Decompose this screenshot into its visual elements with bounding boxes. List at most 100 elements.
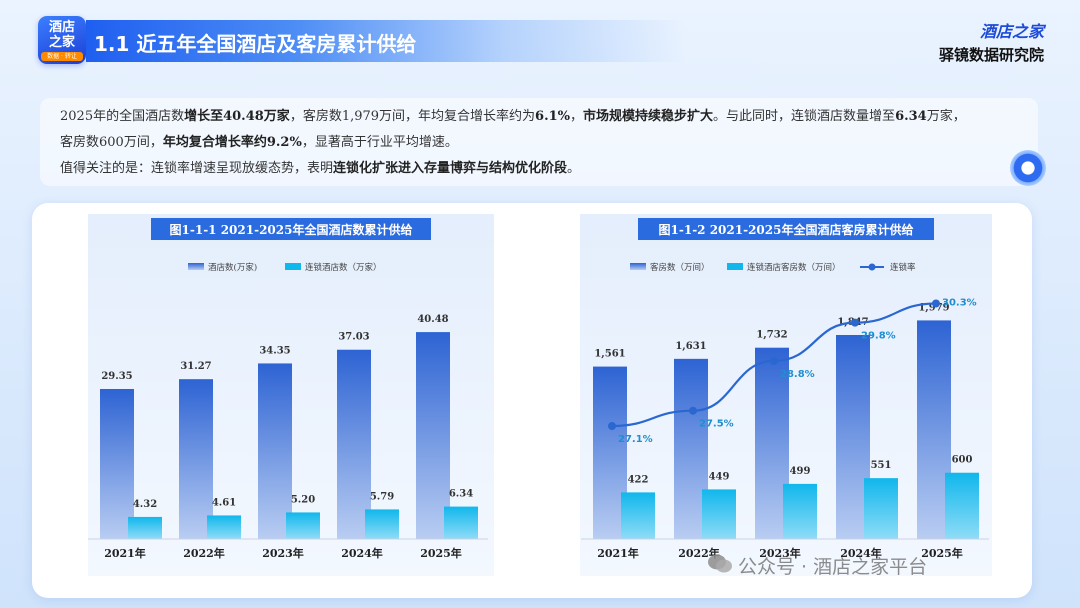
intro-p3a: 值得关注的是：连锁率增速呈现放缓态势，表明 bbox=[60, 161, 334, 176]
x-tick-label: 2024年 bbox=[341, 546, 383, 560]
intro-p1i: 万家， bbox=[926, 109, 966, 124]
bar-chain-label: 4.32 bbox=[133, 499, 157, 510]
intro-p3c: 。 bbox=[567, 161, 581, 176]
intro-line1: 2025年的全国酒店数增长至40.48万家，客房数1,979万间，年均复合增长率… bbox=[60, 104, 1018, 130]
bar-chain bbox=[444, 506, 478, 539]
legend-swatch bbox=[188, 263, 204, 270]
bar-total-label: 37.03 bbox=[338, 332, 369, 343]
brand-subtitle: 驿镜数据研究院 bbox=[938, 46, 1044, 64]
bar-total-label: 31.27 bbox=[180, 361, 211, 372]
intro-p1c: ，客房数1,979万间，年均复合增长率约为 bbox=[289, 109, 536, 124]
bar-chain bbox=[945, 472, 979, 539]
legend-swatch bbox=[727, 263, 743, 270]
intro-line3: 值得关注的是：连锁率增速呈现放缓态势，表明连锁化扩张进入存量博弈与结构优化阶段。 bbox=[60, 156, 1018, 182]
legend-label: 连锁酒店数（万家） bbox=[305, 262, 382, 273]
x-tick-label: 2025年 bbox=[420, 546, 462, 560]
bar-chain bbox=[702, 489, 736, 539]
logo: 酒店 之家 数据 · 转让 bbox=[38, 16, 86, 64]
intro-p1e: ， bbox=[570, 109, 584, 124]
bar-chain bbox=[864, 478, 898, 539]
legend-label: 连锁率 bbox=[890, 262, 916, 273]
bar-chain-label: 5.20 bbox=[291, 494, 315, 505]
x-tick-label: 2021年 bbox=[597, 546, 639, 560]
bar-chain bbox=[783, 483, 817, 539]
rate-point bbox=[689, 406, 697, 415]
watermark-text: 公众号 · 酒店之家平台 bbox=[738, 556, 928, 578]
rate-point bbox=[851, 318, 859, 327]
bar-chain-label: 5.79 bbox=[370, 491, 394, 502]
bar-chain-label: 449 bbox=[709, 471, 730, 482]
bar-chain bbox=[128, 516, 162, 539]
logo-line2: 之家 bbox=[48, 35, 75, 50]
intro-line2: 客房数600万间，年均复合增长率约9.2%，显著高于行业平均增速。 bbox=[60, 130, 1018, 156]
legend-label: 酒店数(万家) bbox=[208, 262, 257, 273]
rate-label: 27.1% bbox=[618, 434, 653, 445]
decorative-badge-icon bbox=[1010, 150, 1046, 186]
x-tick-label: 2023年 bbox=[262, 546, 304, 560]
chart-title: 图1-1-2 2021-2025年全国酒店客房累计供给 bbox=[659, 222, 914, 237]
chart-title-bg bbox=[638, 218, 934, 240]
chart-title-bg bbox=[151, 218, 431, 240]
intro-p1g: 。与此同时，连锁酒店数量增至 bbox=[713, 109, 896, 124]
intro-p2b: 年均复合增长率约9.2% bbox=[162, 135, 302, 150]
brand-name: 酒店之家 bbox=[979, 22, 1044, 41]
logo-line1: 酒店 bbox=[48, 20, 75, 35]
rate-point bbox=[932, 299, 940, 308]
bar-chain-label: 499 bbox=[790, 466, 811, 477]
title-bar: 1.1 近五年全国酒店及客房累计供给 bbox=[86, 20, 686, 62]
x-tick-label: 2022年 bbox=[183, 546, 225, 560]
bar-total-label: 40.48 bbox=[417, 314, 448, 325]
bar-total-label: 29.35 bbox=[101, 371, 132, 382]
intro-p1a: 2025年的全国酒店数 bbox=[60, 109, 185, 124]
legend-swatch bbox=[285, 263, 301, 270]
rate-label: 30.3% bbox=[942, 297, 977, 308]
bar-chain bbox=[286, 512, 320, 539]
intro-p1d: 6.1% bbox=[535, 109, 571, 124]
intro-p3b: 连锁化扩张进入存量博弈与结构优化阶段 bbox=[333, 161, 568, 176]
bar-total bbox=[100, 388, 134, 539]
x-tick-label: 2024年 bbox=[840, 546, 882, 560]
room-count-chart: 图1-1-2 2021-2025年全国酒店客房累计供给客房数（万间） 连锁酒店客房… bbox=[580, 214, 992, 576]
bar-chain-label: 4.61 bbox=[212, 497, 236, 508]
intro-p2a: 客房数600万间， bbox=[60, 135, 163, 150]
bar-chain-label: 600 bbox=[952, 455, 973, 466]
bar-total bbox=[179, 379, 213, 539]
intro-p1h: 6.34 bbox=[895, 109, 927, 124]
x-tick-label: 2022年 bbox=[678, 546, 720, 560]
bar-total-label: 1,979 bbox=[918, 302, 949, 313]
bar-chain bbox=[207, 515, 241, 539]
bar-chain bbox=[365, 509, 399, 539]
brand: 酒店之家 驿镜数据研究院 bbox=[939, 18, 1044, 65]
legend-label: 客房数（万间） bbox=[650, 262, 710, 273]
bar-total-label: 34.35 bbox=[259, 345, 290, 356]
bar-total bbox=[337, 349, 371, 539]
logo-tag: 数据 · 转让 bbox=[41, 52, 83, 61]
legend-label: 连锁酒店客房数（万间） bbox=[747, 262, 841, 273]
bar-chain bbox=[621, 492, 655, 539]
intro-text: 2025年的全国酒店数增长至40.48万家，客房数1,979万间，年均复合增长率… bbox=[40, 98, 1038, 186]
intro-p2c: ，显著高于行业平均增速。 bbox=[301, 135, 458, 150]
rate-label: 27.5% bbox=[699, 419, 734, 430]
watermark: 公众号 · 酒店之家平台 bbox=[738, 552, 927, 579]
bar-chain-label: 551 bbox=[871, 460, 892, 471]
rate-point bbox=[608, 422, 616, 431]
bar-total bbox=[416, 332, 450, 539]
bar-chain-label: 6.34 bbox=[449, 489, 473, 500]
bar-total-label: 1,631 bbox=[675, 341, 706, 352]
chart-title: 图1-1-1 2021-2025年全国酒店数累计供给 bbox=[170, 222, 413, 237]
bar-total-label: 1,732 bbox=[756, 330, 787, 341]
legend-swatch bbox=[630, 263, 646, 270]
wechat-icon bbox=[708, 554, 732, 573]
x-tick-label: 2025年 bbox=[921, 546, 963, 560]
bar-total bbox=[258, 363, 292, 539]
rate-label: 29.8% bbox=[861, 331, 896, 342]
intro-p1f: 市场规模持续稳步扩大 bbox=[583, 109, 714, 124]
x-tick-label: 2021年 bbox=[104, 546, 146, 560]
legend-marker bbox=[868, 263, 876, 271]
x-tick-label: 2023年 bbox=[759, 546, 801, 560]
bar-chain-label: 422 bbox=[628, 474, 649, 485]
hotel-count-chart: 图1-1-1 2021-2025年全国酒店数累计供给酒店数(万家) 连锁酒店数（万… bbox=[88, 214, 494, 576]
intro-p1b: 增长至40.48万家 bbox=[184, 109, 290, 124]
